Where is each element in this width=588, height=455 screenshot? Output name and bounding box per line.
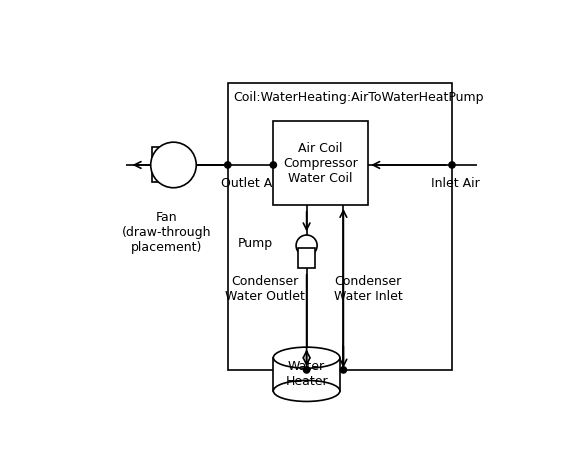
Circle shape xyxy=(151,142,196,188)
Text: Condenser
Water Inlet: Condenser Water Inlet xyxy=(333,275,402,303)
Circle shape xyxy=(340,367,346,373)
Bar xyxy=(273,121,368,205)
Ellipse shape xyxy=(273,347,340,368)
Circle shape xyxy=(225,162,231,168)
Bar xyxy=(228,83,452,370)
Text: Condenser
Water Outlet: Condenser Water Outlet xyxy=(225,275,305,303)
Circle shape xyxy=(449,162,455,168)
Text: Fan
(draw-through
placement): Fan (draw-through placement) xyxy=(122,211,211,253)
Text: Inlet Air: Inlet Air xyxy=(431,177,480,190)
Text: Pump: Pump xyxy=(238,238,273,250)
Text: Coil:WaterHeating:AirToWaterHeatPump: Coil:WaterHeating:AirToWaterHeatPump xyxy=(233,91,483,104)
Text: Water
Heater: Water Heater xyxy=(285,360,328,388)
Bar xyxy=(273,358,340,391)
Text: Outlet Air: Outlet Air xyxy=(220,177,280,190)
Bar xyxy=(152,147,172,182)
Circle shape xyxy=(303,367,310,373)
Text: Air Coil
Compressor
Water Coil: Air Coil Compressor Water Coil xyxy=(283,142,358,185)
Bar xyxy=(298,248,315,268)
Circle shape xyxy=(296,235,317,256)
Ellipse shape xyxy=(273,380,340,401)
Circle shape xyxy=(270,162,276,168)
